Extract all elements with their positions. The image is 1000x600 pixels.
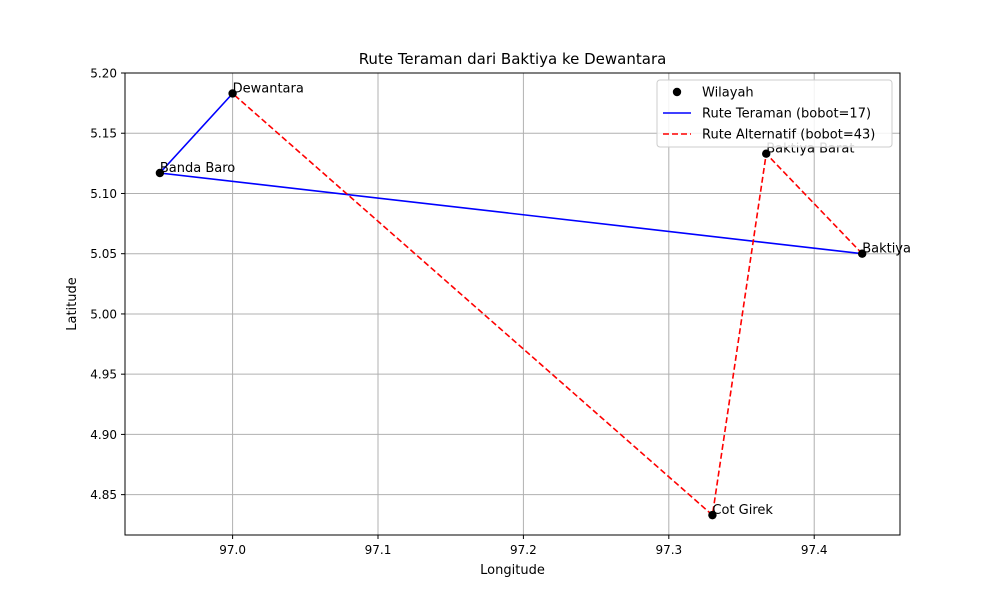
y-tick-label: 4.85 — [90, 488, 117, 502]
x-tick-label: 97.2 — [510, 543, 537, 557]
point-label: Banda Baro — [160, 161, 235, 176]
x-tick-label: 97.3 — [655, 543, 682, 557]
y-axis-label: Latitude — [65, 277, 80, 331]
routes — [158, 92, 863, 517]
legend-marker — [672, 87, 682, 97]
point-label: Cot Girek — [712, 503, 773, 518]
points — [155, 89, 867, 520]
legend: Wilayah Rute Teraman (bobot=17) Rute Alter… — [656, 79, 893, 148]
point-label: Dewantara — [233, 81, 304, 96]
legend-box — [656, 79, 893, 148]
y-tick-label: 5.20 — [90, 67, 117, 81]
y-tick-label: 5.05 — [90, 247, 117, 261]
x-tick-label: 97.1 — [365, 543, 392, 557]
point-baktiya — [857, 249, 867, 258]
y-axis: 4.85 4.90 4.95 5.00 5.05 5.10 5.15 5.20 — [90, 67, 125, 502]
alternative-route-line — [232, 92, 863, 517]
point-banda-baro — [155, 168, 165, 178]
x-axis-label: Longitude — [480, 563, 545, 578]
y-tick-label: 5.00 — [90, 307, 117, 321]
chart-title: Rute Teraman dari Baktiya ke Dewantara — [359, 50, 667, 68]
legend-entry: Rute Teraman (bobot=17) — [702, 107, 871, 122]
y-tick-label: 4.90 — [90, 428, 117, 442]
legend-entry: Wilayah — [702, 86, 754, 101]
point-baktiya-barat — [762, 149, 771, 158]
point-cot-girek — [708, 510, 717, 520]
plot-frame — [124, 72, 901, 536]
y-tick-label: 4.95 — [90, 368, 117, 382]
x-axis: 97.0 97.1 97.2 97.3 97.4 — [219, 535, 828, 557]
point-dewantara — [228, 89, 237, 98]
y-tick-label: 5.15 — [90, 127, 117, 141]
x-tick-label: 97.4 — [801, 543, 828, 557]
point-label: Baktiya — [862, 242, 911, 257]
y-tick-label: 5.10 — [90, 187, 117, 201]
x-tick-label: 97.0 — [219, 543, 246, 557]
legend-entry: Rute Alternatif (bobot=43) — [702, 128, 875, 143]
